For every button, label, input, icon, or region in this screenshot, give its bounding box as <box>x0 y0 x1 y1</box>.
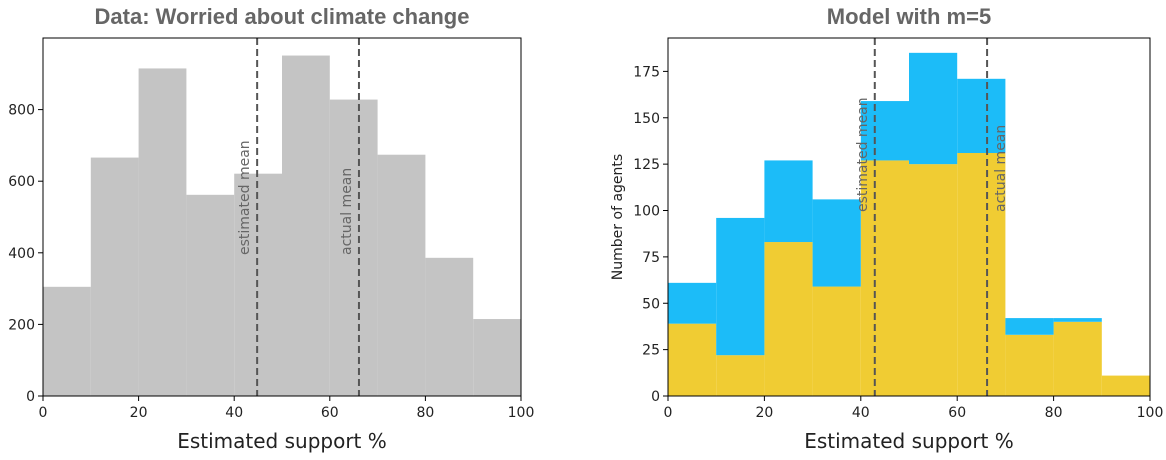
bar <box>473 319 521 396</box>
y-tick-label: 100 <box>633 204 660 220</box>
x-axis-label: Estimated support % <box>177 429 387 453</box>
bar <box>329 99 378 397</box>
bar <box>377 154 426 396</box>
bar <box>1005 318 1054 335</box>
y-tick-label: 0 <box>26 389 35 405</box>
mean-label: estimated mean <box>855 97 871 212</box>
y-tick-label: 175 <box>633 64 660 80</box>
y-tick-label: 800 <box>8 103 35 119</box>
mean-label: actual mean <box>993 125 1009 212</box>
mean-label: estimated mean <box>237 140 253 255</box>
chart-title: Data: Worried about climate change <box>95 4 470 29</box>
x-tick-label: 0 <box>39 405 48 421</box>
bar <box>860 101 909 161</box>
x-tick-label: 20 <box>130 405 148 421</box>
axes-frame <box>667 37 1151 397</box>
x-tick-label: 80 <box>1045 405 1063 421</box>
y-tick-label: 150 <box>633 111 660 127</box>
x-tick-label: 80 <box>416 405 434 421</box>
bar <box>764 160 813 243</box>
bar <box>90 157 139 396</box>
x-axis-label: Estimated support % <box>804 429 1014 453</box>
bar <box>860 160 909 396</box>
bar <box>1053 321 1102 396</box>
y-tick-label: 25 <box>642 343 660 359</box>
x-tick-label: 100 <box>1137 405 1164 421</box>
x-tick-label: 60 <box>948 405 966 421</box>
bar <box>812 199 861 287</box>
y-tick-label: 125 <box>633 157 660 173</box>
y-tick-label: 75 <box>642 250 660 266</box>
bar <box>425 257 474 396</box>
x-tick-label: 60 <box>321 405 339 421</box>
bar <box>186 194 235 396</box>
axes-frame <box>42 37 522 397</box>
x-tick-label: 20 <box>755 405 773 421</box>
x-tick-label: 40 <box>225 405 243 421</box>
chart: Model with m=5 estimated mean actual mean 0… <box>610 4 1163 453</box>
y-tick-label: 0 <box>651 389 660 405</box>
chart: Data: Worried about climate change estima… <box>8 4 534 453</box>
bar <box>668 282 717 324</box>
x-tick-label: 0 <box>664 405 673 421</box>
chart-title: Model with m=5 <box>827 4 991 29</box>
bar <box>716 355 765 396</box>
bar <box>716 217 765 356</box>
y-tick-label: 200 <box>8 317 35 333</box>
bar <box>1101 375 1150 396</box>
y-tick-label: 600 <box>8 174 35 190</box>
x-tick-label: 40 <box>852 405 870 421</box>
bar <box>282 55 330 397</box>
bar <box>764 242 813 396</box>
bar <box>138 68 187 397</box>
x-tick-label: 100 <box>508 405 535 421</box>
mean-label: actual mean <box>339 168 355 255</box>
bar <box>957 78 1006 154</box>
bar <box>812 286 861 396</box>
bar <box>43 286 91 396</box>
y-tick-label: 400 <box>8 246 35 262</box>
bar <box>909 164 958 396</box>
y-axis-label: Number of agents <box>610 154 626 280</box>
bar <box>668 323 717 396</box>
bar <box>1053 318 1102 322</box>
y-tick-label: 50 <box>642 296 660 312</box>
bar <box>1005 334 1054 396</box>
bar <box>957 153 1006 396</box>
bar <box>909 52 958 165</box>
